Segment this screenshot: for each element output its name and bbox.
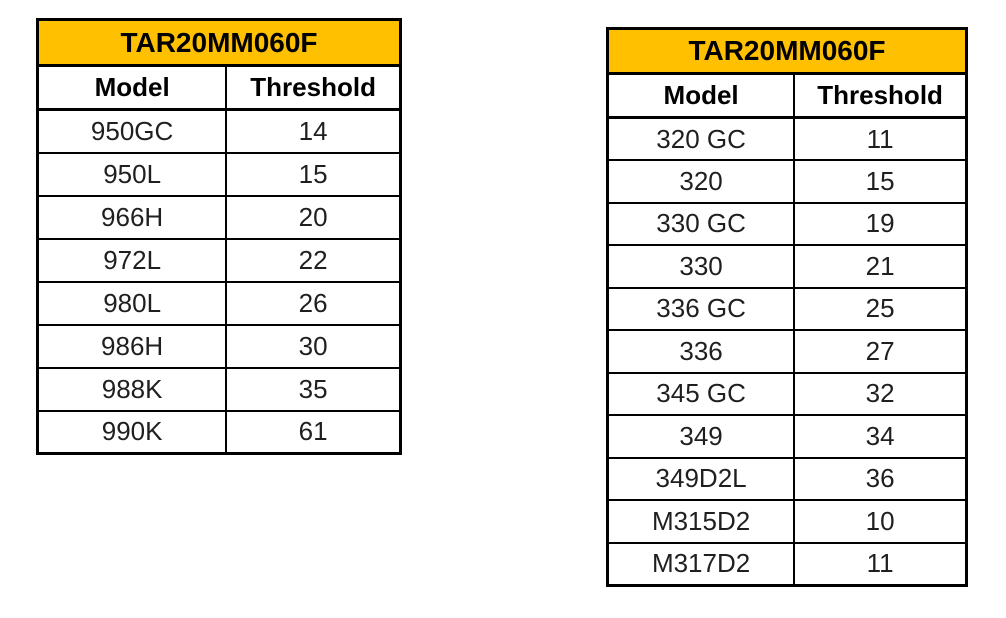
threshold-cell: 36 — [793, 456, 968, 501]
table-row: 950GC 14 — [36, 108, 402, 154]
table-row: M317D2 11 — [606, 541, 968, 586]
table-row: 349D2L 36 — [606, 456, 968, 501]
table-body: 950GC 14 950L 15 966H 20 972L 22 980L 26 986H 30 988… — [36, 108, 402, 455]
title-row: TAR20MM060F — [606, 27, 968, 75]
threshold-table-left: TAR20MM060F Model Threshold 950GC 14 950L 1… — [36, 18, 402, 455]
model-cell: 336 — [606, 329, 796, 374]
model-cell: 330 GC — [606, 201, 796, 246]
table-row: 986H 30 — [36, 323, 402, 369]
threshold-cell: 21 — [793, 244, 968, 289]
table-row: M315D2 10 — [606, 499, 968, 544]
column-header-threshold: Threshold — [793, 72, 968, 119]
model-cell: 986H — [36, 323, 228, 369]
threshold-cell: 15 — [793, 159, 968, 204]
threshold-cell: 15 — [225, 151, 402, 197]
table-row: 966H 20 — [36, 194, 402, 240]
table-row: 336 27 — [606, 329, 968, 374]
threshold-cell: 61 — [225, 409, 402, 455]
model-cell: 980L — [36, 280, 228, 326]
table-row: 980L 26 — [36, 280, 402, 326]
table-row: 336 GC 25 — [606, 286, 968, 331]
table-row: 345 GC 32 — [606, 371, 968, 416]
model-cell: 345 GC — [606, 371, 796, 416]
threshold-cell: 27 — [793, 329, 968, 374]
threshold-cell: 10 — [793, 499, 968, 544]
table-body: 320 GC 11 320 15 330 GC 19 330 21 336 GC 25 336 27 3… — [606, 116, 968, 586]
threshold-cell: 30 — [225, 323, 402, 369]
column-header-threshold: Threshold — [225, 64, 402, 111]
table-row: 320 15 — [606, 159, 968, 204]
threshold-cell: 11 — [793, 541, 968, 586]
threshold-cell: 34 — [793, 414, 968, 459]
table-title: TAR20MM060F — [606, 27, 968, 75]
threshold-cell: 32 — [793, 371, 968, 416]
table-row: 330 21 — [606, 244, 968, 289]
threshold-cell: 35 — [225, 366, 402, 412]
threshold-cell: 20 — [225, 194, 402, 240]
model-cell: 972L — [36, 237, 228, 283]
threshold-cell: 11 — [793, 116, 968, 161]
table-row: 349 34 — [606, 414, 968, 459]
model-cell: M315D2 — [606, 499, 796, 544]
table-row: 330 GC 19 — [606, 201, 968, 246]
table-head: TAR20MM060F Model Threshold — [606, 27, 968, 119]
threshold-cell: 25 — [793, 286, 968, 331]
threshold-cell: 22 — [225, 237, 402, 283]
threshold-cell: 19 — [793, 201, 968, 246]
model-cell: 966H — [36, 194, 228, 240]
model-cell: 349D2L — [606, 456, 796, 501]
model-cell: 950L — [36, 151, 228, 197]
model-cell: 988K — [36, 366, 228, 412]
header-row: Model Threshold — [606, 72, 968, 119]
model-cell: 950GC — [36, 108, 228, 154]
model-cell: 336 GC — [606, 286, 796, 331]
model-cell: 320 — [606, 159, 796, 204]
threshold-cell: 14 — [225, 108, 402, 154]
title-row: TAR20MM060F — [36, 18, 402, 67]
table-title: TAR20MM060F — [36, 18, 402, 67]
model-cell: M317D2 — [606, 541, 796, 586]
table-head: TAR20MM060F Model Threshold — [36, 18, 402, 111]
model-cell: 330 — [606, 244, 796, 289]
threshold-table-right: TAR20MM060F Model Threshold 320 GC 11 320 1… — [606, 27, 968, 587]
table-row: 950L 15 — [36, 151, 402, 197]
model-cell: 320 GC — [606, 116, 796, 161]
model-cell: 349 — [606, 414, 796, 459]
table-row: 990K 61 — [36, 409, 402, 455]
threshold-cell: 26 — [225, 280, 402, 326]
table-row: 988K 35 — [36, 366, 402, 412]
column-header-model: Model — [606, 72, 796, 119]
model-cell: 990K — [36, 409, 228, 455]
header-row: Model Threshold — [36, 64, 402, 111]
table-row: 972L 22 — [36, 237, 402, 283]
column-header-model: Model — [36, 64, 228, 111]
table-row: 320 GC 11 — [606, 116, 968, 161]
